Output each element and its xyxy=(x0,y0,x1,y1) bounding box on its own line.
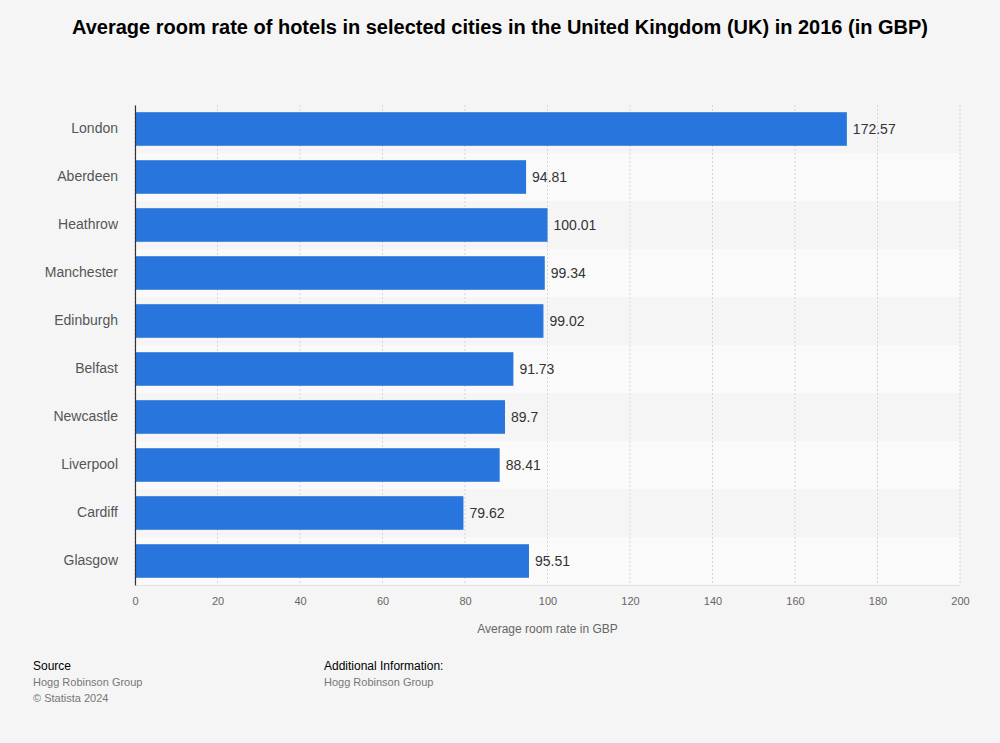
bar xyxy=(135,208,548,242)
x-axis: 0 20 40 60 80 100 120 140 160 180 200 xyxy=(132,585,969,607)
grid-line xyxy=(877,105,878,585)
footer: Source Hogg Robinson Group © Statista 2024… xyxy=(33,659,443,704)
annotation: Additional Information: xyxy=(324,659,443,673)
x-tick-label: 60 xyxy=(377,595,389,607)
bar xyxy=(135,112,847,146)
x-tick: 100 xyxy=(539,585,557,607)
y-tick-label: Belfast xyxy=(75,360,118,376)
y-tick: Manchester xyxy=(45,264,135,280)
data-label: 99.02 xyxy=(549,313,584,329)
x-tick: 40 xyxy=(294,585,306,607)
y-tick: Edinburgh xyxy=(54,312,135,328)
chart: Average room rate of hotels in selected … xyxy=(0,0,1000,743)
x-tick: 180 xyxy=(869,585,887,607)
bar xyxy=(135,544,529,578)
x-tick-label: 120 xyxy=(621,595,639,607)
y-tick: Aberdeen xyxy=(57,168,135,184)
data-label: 172.57 xyxy=(853,121,896,137)
x-tick: 160 xyxy=(786,585,804,607)
x-tick: 140 xyxy=(704,585,722,607)
y-axis-line xyxy=(135,106,136,586)
data-label: 91.73 xyxy=(519,361,554,377)
bar xyxy=(135,160,526,194)
bar xyxy=(135,496,463,530)
bar xyxy=(135,400,505,434)
y-tick: Belfast xyxy=(75,360,135,376)
grid-line xyxy=(712,105,713,585)
bar xyxy=(135,448,500,482)
y-tick-label: Edinburgh xyxy=(54,312,118,328)
x-tick: 200 xyxy=(951,585,969,607)
x-tick-label: 200 xyxy=(951,595,969,607)
y-tick-label: Glasgow xyxy=(64,552,119,568)
grid-line xyxy=(135,105,136,585)
bar xyxy=(135,304,543,338)
annotation: Hogg Robinson Group xyxy=(324,676,433,688)
annotation: Source xyxy=(33,659,71,673)
row-stripes xyxy=(135,105,960,585)
y-tick-label: Heathrow xyxy=(58,216,119,232)
data-label: 95.51 xyxy=(535,553,570,569)
data-label: 89.7 xyxy=(511,409,538,425)
x-tick-label: 0 xyxy=(132,595,138,607)
grid-line xyxy=(795,105,796,585)
data-label: 100.01 xyxy=(554,217,597,233)
x-tick: 80 xyxy=(459,585,471,607)
bar xyxy=(135,352,513,386)
background xyxy=(0,0,1000,743)
grid-line xyxy=(630,105,631,585)
y-tick: Heathrow xyxy=(58,216,135,232)
x-axis-line xyxy=(136,585,961,586)
data-labels: 172.57 94.81 100.01 99.34 99.02 91.73 89.7 88.4… xyxy=(469,121,895,569)
data-label: 79.62 xyxy=(469,505,504,521)
grid xyxy=(135,105,960,585)
bars xyxy=(135,112,847,578)
y-tick-label: Aberdeen xyxy=(57,168,118,184)
x-axis-title: Average room rate in GBP xyxy=(477,622,618,636)
x-tick: 20 xyxy=(212,585,224,607)
x-tick-label: 80 xyxy=(459,595,471,607)
x-tick-label: 160 xyxy=(786,595,804,607)
x-tick: 0 xyxy=(132,585,138,607)
x-tick-label: 100 xyxy=(539,595,557,607)
data-label: 88.41 xyxy=(506,457,541,473)
bar xyxy=(135,256,545,290)
y-tick: Liverpool xyxy=(61,456,135,472)
x-tick-label: 180 xyxy=(869,595,887,607)
y-tick: London xyxy=(71,120,135,136)
data-label: 99.34 xyxy=(551,265,586,281)
title: Average room rate of hotels in selected … xyxy=(72,16,928,38)
x-tick: 120 xyxy=(621,585,639,607)
annotation: © Statista 2024 xyxy=(33,692,108,704)
y-tick-label: Cardiff xyxy=(77,504,118,520)
annotation: Hogg Robinson Group xyxy=(33,676,142,688)
x-tick-label: 140 xyxy=(704,595,722,607)
y-tick-label: Liverpool xyxy=(61,456,118,472)
x-tick: 60 xyxy=(377,585,389,607)
y-tick-label: Manchester xyxy=(45,264,118,280)
data-label: 94.81 xyxy=(532,169,567,185)
x-tick-label: 40 xyxy=(294,595,306,607)
y-axis: London Aberdeen Heathrow Manchester Edinburg… xyxy=(45,106,136,586)
y-tick: Cardiff xyxy=(77,504,135,520)
y-tick-label: Newcastle xyxy=(53,408,118,424)
y-tick: Newcastle xyxy=(53,408,135,424)
grid-line xyxy=(960,105,961,585)
x-tick-label: 20 xyxy=(212,595,224,607)
y-tick-label: London xyxy=(71,120,118,136)
y-tick: Glasgow xyxy=(64,552,135,568)
